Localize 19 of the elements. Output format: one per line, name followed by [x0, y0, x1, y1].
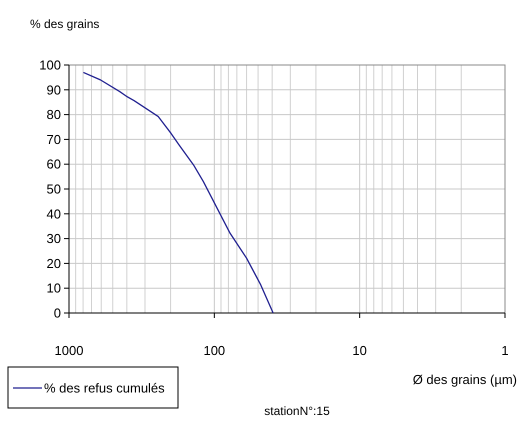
y-tick-label: 10	[46, 280, 61, 296]
y-tick-label: 90	[46, 82, 61, 98]
x-axis-title: Ø des grains (µm)	[412, 372, 517, 387]
y-tick-label: 60	[46, 156, 61, 172]
y-tick-label: 50	[46, 182, 61, 196]
y-tick-label: 70	[46, 132, 61, 147]
x-tick-label: 100	[203, 343, 226, 358]
legend-label: % des refus cumulés	[44, 380, 166, 396]
y-tick-label: 100	[39, 58, 61, 72]
x-tick-label: 10	[352, 343, 367, 358]
y-tick-label: 80	[46, 107, 61, 122]
y-tick-label: 0	[54, 306, 61, 320]
y-tick-label: 30	[46, 231, 61, 246]
x-tick-label: 1000	[54, 343, 84, 358]
text: stationN°:15	[264, 404, 330, 418]
x-tick-label: 1	[501, 343, 509, 358]
y-tick-label: 40	[46, 206, 61, 222]
y-tick-label: 20	[46, 256, 61, 271]
y-axis-title: % des grains	[30, 17, 100, 31]
